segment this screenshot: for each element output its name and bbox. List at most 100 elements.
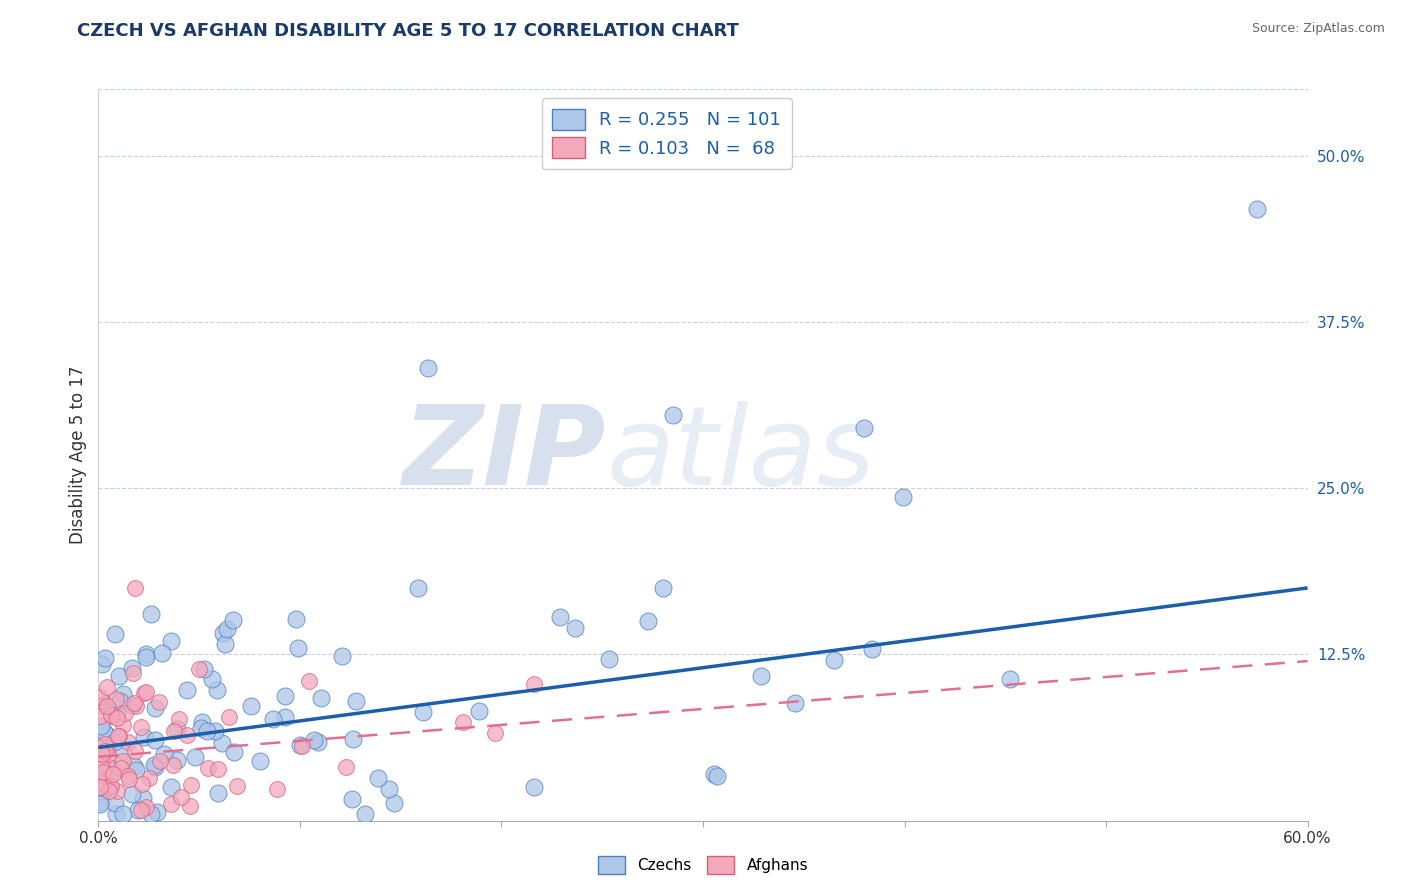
Point [89,797,111,811]
Point [284,612,307,626]
Point [853,421,876,435]
Point [201,672,224,686]
Point [121,661,143,675]
Point [274,690,297,704]
Point [117,735,139,749]
Point [412,706,434,720]
Point [124,744,146,758]
Point [598,652,620,666]
Point [100,708,122,723]
Point [135,800,157,814]
Point [103,735,125,749]
Point [274,709,297,723]
Point [1246,202,1268,216]
Point [127,804,149,818]
Point [101,767,124,781]
Point [125,763,148,777]
Point [207,762,229,776]
Point [94,744,117,758]
Point [823,652,845,666]
Point [112,744,135,758]
Point [159,780,181,794]
Point [122,666,145,681]
Point [180,778,202,792]
Point [90,747,112,761]
Point [311,690,333,705]
Point [96,740,118,755]
Point [90,776,112,790]
Point [148,695,170,709]
Point [112,807,135,822]
Point [651,582,673,596]
Point [135,650,157,665]
Point [891,490,914,504]
Point [105,784,128,798]
Point [785,696,807,710]
Point [354,807,377,822]
Point [131,790,153,805]
Point [117,769,139,783]
Point [114,706,136,720]
Point [751,669,773,683]
Point [342,731,364,746]
Point [262,712,284,726]
Point [111,688,134,702]
Point [166,722,188,736]
Point [207,786,229,800]
Point [187,662,209,676]
Point [548,609,571,624]
Point [287,641,309,656]
Point [240,699,263,714]
Point [138,771,160,785]
Point [129,803,152,817]
Y-axis label: Disability Age 5 to 17: Disability Age 5 to 17 [69,366,87,544]
Point [121,787,143,801]
Point [290,739,312,754]
Point [367,772,389,786]
Point [344,693,367,707]
Point [193,662,215,676]
Point [225,779,247,793]
Legend: Czechs, Afghans: Czechs, Afghans [592,850,814,880]
Point [222,613,245,627]
Point [139,607,162,622]
Point [112,718,135,732]
Point [191,715,214,730]
Point [160,633,183,648]
Point [108,669,131,683]
Point [163,724,186,739]
Point [89,784,111,798]
Point [135,684,157,698]
Point [131,777,153,791]
Point [100,779,122,793]
Point [98,784,121,798]
Point [94,697,117,711]
Point [143,760,166,774]
Point [143,733,166,747]
Point [105,706,128,721]
Point [105,807,128,822]
Point [204,723,226,738]
Point [139,807,162,822]
Point [218,709,240,723]
Point [162,758,184,772]
Point [89,709,111,723]
Point [160,797,183,811]
Point [145,701,167,715]
Point [100,708,122,723]
Point [96,698,118,713]
Text: ZIP: ZIP [402,401,606,508]
Point [96,680,118,694]
Point [176,682,198,697]
Point [93,738,115,752]
Point [169,712,191,726]
Point [90,795,112,809]
Point [107,729,129,743]
Point [110,761,132,775]
Point [179,798,201,813]
Point [149,754,172,768]
Point [93,767,115,781]
Point [150,646,173,660]
Point [135,647,157,661]
Point [122,697,145,711]
